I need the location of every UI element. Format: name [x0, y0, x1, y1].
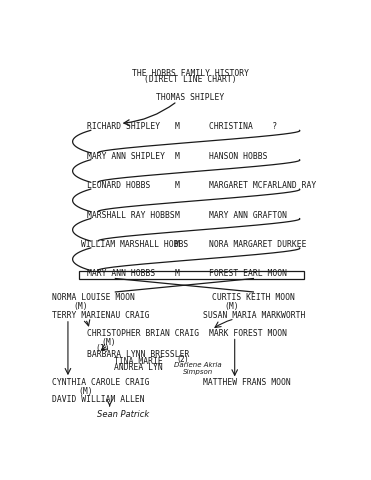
- Text: CURTIS KEITH MOON: CURTIS KEITH MOON: [212, 292, 295, 301]
- Text: Sean Patrick: Sean Patrick: [97, 410, 149, 419]
- Text: MARY ANN HOBBS: MARY ANN HOBBS: [87, 269, 155, 278]
- Text: M: M: [175, 211, 180, 220]
- Text: TINA MARIE: TINA MARIE: [114, 357, 163, 366]
- Text: MARK FOREST MOON: MARK FOREST MOON: [209, 329, 287, 337]
- Text: THE HOBBS FAMILY HISTORY: THE HOBBS FAMILY HISTORY: [132, 69, 249, 78]
- Text: (DIRECT LINE CHART): (DIRECT LINE CHART): [144, 75, 236, 84]
- Text: CYNTHIA CAROLE CRAIG: CYNTHIA CAROLE CRAIG: [52, 378, 150, 387]
- Text: BARBARA LYNN BRESSLER: BARBARA LYNN BRESSLER: [87, 350, 189, 359]
- Text: THOMAS SHIPLEY: THOMAS SHIPLEY: [156, 93, 224, 102]
- Text: MARSHALL RAY HOBBS: MARSHALL RAY HOBBS: [87, 211, 174, 220]
- Text: NORMA LOUISE MOON: NORMA LOUISE MOON: [52, 292, 135, 301]
- Text: (M): (M): [78, 387, 92, 396]
- Text: RICHARD SHIPLEY: RICHARD SHIPLEY: [87, 122, 160, 132]
- Text: M: M: [175, 240, 180, 249]
- Text: M: M: [175, 122, 180, 132]
- Text: TERRY MARIENAU CRAIG: TERRY MARIENAU CRAIG: [52, 311, 150, 320]
- Text: MATTHEW FRANS MOON: MATTHEW FRANS MOON: [203, 378, 291, 387]
- Text: DAVID WILLIAM ALLEN: DAVID WILLIAM ALLEN: [52, 395, 145, 404]
- Text: MARGARET MCFARLAND RAY: MARGARET MCFARLAND RAY: [209, 181, 316, 190]
- Text: MARY ANN SHIPLEY: MARY ANN SHIPLEY: [87, 152, 165, 161]
- Text: Darlene Akria: Darlene Akria: [174, 362, 222, 369]
- Text: (1): (1): [95, 344, 110, 353]
- Text: CHRISTOPHER BRIAN CRAIG: CHRISTOPHER BRIAN CRAIG: [87, 329, 199, 337]
- Text: M: M: [175, 152, 180, 161]
- Text: LEONARD HOBBS: LEONARD HOBBS: [87, 181, 150, 190]
- Text: CHRISTINA    ?: CHRISTINA ?: [209, 122, 277, 132]
- Bar: [79, 271, 304, 278]
- Text: (M): (M): [73, 302, 88, 311]
- Text: FOREST EARL MOON: FOREST EARL MOON: [209, 269, 287, 278]
- Text: HANSON HOBBS: HANSON HOBBS: [209, 152, 267, 161]
- Text: NORA MARGARET DURKEE: NORA MARGARET DURKEE: [209, 240, 306, 249]
- Text: Simpson: Simpson: [183, 369, 213, 375]
- Text: M: M: [175, 269, 180, 278]
- Text: M: M: [175, 181, 180, 190]
- Text: ANDREA LYN: ANDREA LYN: [114, 363, 163, 372]
- Text: (2): (2): [177, 355, 188, 364]
- Text: (M): (M): [101, 338, 115, 347]
- Text: (M): (M): [224, 302, 239, 311]
- Text: WILLIAM MARSHALL HOBBS: WILLIAM MARSHALL HOBBS: [81, 240, 188, 249]
- Text: SUSAN MARIA MARKWORTH: SUSAN MARIA MARKWORTH: [203, 311, 305, 320]
- Text: MARY ANN GRAFTON: MARY ANN GRAFTON: [209, 211, 287, 220]
